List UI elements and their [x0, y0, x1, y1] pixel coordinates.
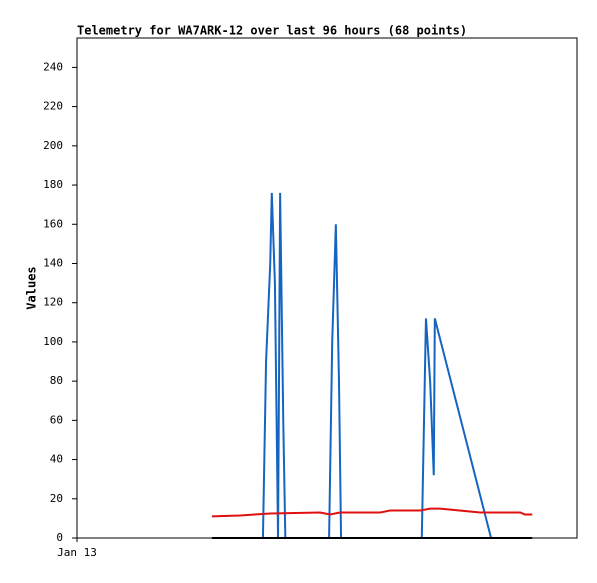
series-line — [261, 192, 493, 539]
plot-frame — [76, 37, 578, 539]
chart-title: Telemetry for WA7ARK-12 over last 96 hou… — [77, 24, 467, 38]
y-tick-label: 120 — [43, 296, 63, 309]
x-tick-label: Jan 13 — [57, 546, 97, 559]
y-tick-label: 240 — [43, 60, 63, 73]
y-tick-label: 0 — [56, 531, 63, 544]
y-tick-label: 200 — [43, 139, 63, 152]
y-tick-label: 140 — [43, 256, 63, 269]
y-tick-label: 20 — [50, 492, 63, 505]
y-tick-label: 60 — [50, 413, 63, 426]
y-axis-label: Values — [25, 266, 39, 309]
y-tick-label: 80 — [50, 374, 63, 387]
y-tick-label: 100 — [43, 335, 63, 348]
y-tick-label: 220 — [43, 100, 63, 113]
y-tick-label: 40 — [50, 453, 63, 466]
y-tick-label: 160 — [43, 217, 63, 230]
series-line — [211, 507, 533, 518]
y-tick-label: 180 — [43, 178, 63, 191]
